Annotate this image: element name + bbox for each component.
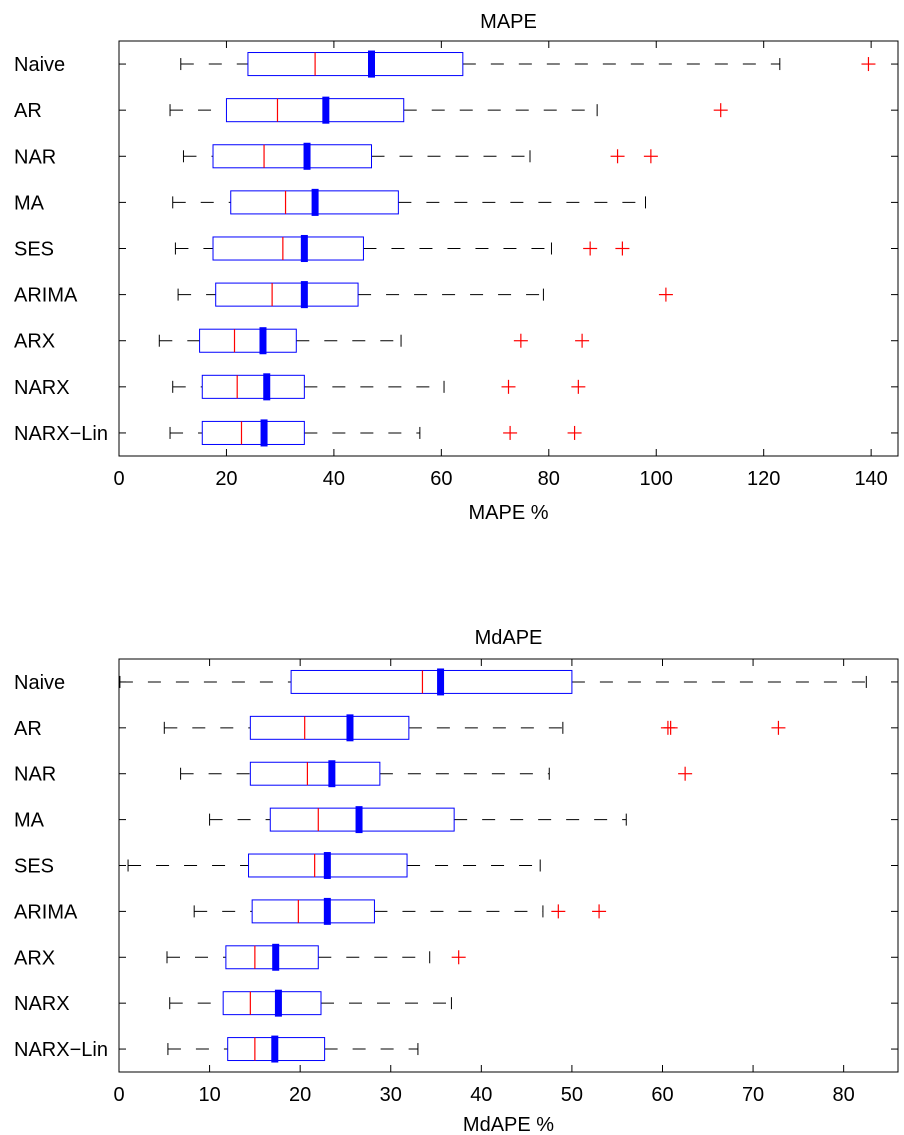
category-label: AR bbox=[14, 100, 42, 122]
outlier-marker bbox=[571, 379, 586, 394]
outlier-marker bbox=[583, 241, 598, 256]
outlier-marker bbox=[771, 720, 786, 735]
box-nar: NAR bbox=[14, 142, 898, 170]
x-tick-label: 80 bbox=[833, 1084, 855, 1106]
category-label: NAR bbox=[14, 146, 56, 168]
iqr-box bbox=[249, 761, 381, 786]
outlier-marker bbox=[567, 425, 582, 440]
iqr-box bbox=[222, 991, 322, 1016]
box-narx-lin: NARX−Lin bbox=[14, 419, 898, 447]
category-label: SES bbox=[14, 856, 54, 878]
chart-title: MAPE bbox=[480, 11, 537, 33]
iqr-box bbox=[215, 282, 359, 307]
box-arima: ARIMA bbox=[14, 897, 898, 925]
outlier-marker bbox=[658, 287, 673, 302]
x-tick-label: 40 bbox=[470, 1084, 492, 1106]
outlier-marker bbox=[663, 720, 678, 735]
box-nar: NAR bbox=[14, 760, 898, 788]
iqr-box bbox=[251, 899, 375, 924]
category-label: MA bbox=[14, 810, 45, 832]
mdape-boxplot-panel: MdAPE MdAPE % 0 10 20 30 40 50 60 70 80 Naive AR NAR M… bbox=[14, 627, 899, 1135]
box-ses: SES bbox=[14, 234, 898, 263]
x-tick-label: 0 bbox=[113, 468, 124, 490]
category-label: NARX bbox=[14, 993, 70, 1015]
outlier-marker bbox=[615, 241, 630, 256]
outlier-marker bbox=[643, 149, 658, 164]
category-label: ARX bbox=[14, 331, 55, 353]
x-tick-label: 50 bbox=[561, 1084, 583, 1106]
iqr-box bbox=[225, 98, 405, 123]
box-arx: ARX bbox=[14, 943, 898, 971]
iqr-box bbox=[290, 669, 573, 694]
box-naive: Naive bbox=[14, 50, 898, 78]
box-arima: ARIMA bbox=[14, 281, 898, 309]
category-label: AR bbox=[14, 718, 42, 740]
box-narx-lin: NARX−Lin bbox=[14, 1035, 898, 1063]
category-label: NAR bbox=[14, 764, 56, 786]
iqr-box bbox=[212, 144, 373, 169]
x-tick-label: 30 bbox=[380, 1084, 402, 1106]
category-label: ARIMA bbox=[14, 901, 78, 923]
outlier-marker bbox=[678, 766, 693, 781]
category-label: NARX−Lin bbox=[14, 1039, 108, 1061]
category-label: MA bbox=[14, 192, 45, 214]
outlier-marker bbox=[551, 904, 566, 919]
x-tick-label: 60 bbox=[430, 468, 452, 490]
x-axis-label: MAPE % bbox=[468, 502, 548, 524]
outlier-marker bbox=[513, 333, 528, 348]
iqr-box bbox=[212, 236, 364, 261]
category-label: Naive bbox=[14, 54, 65, 76]
category-label: NARX bbox=[14, 377, 70, 399]
box-ma: MA bbox=[14, 806, 898, 834]
x-axis-label: MdAPE % bbox=[463, 1114, 554, 1135]
box-ma: MA bbox=[14, 188, 898, 216]
outlier-marker bbox=[610, 149, 625, 164]
outlier-marker bbox=[592, 904, 607, 919]
iqr-box bbox=[225, 945, 319, 970]
box-narx: NARX bbox=[14, 373, 898, 401]
mape-boxplot-panel: MAPE MAPE % 0 20 40 60 80 100 120 140 Naive AR NAR MA… bbox=[14, 11, 899, 524]
outlier-marker bbox=[501, 379, 516, 394]
category-label: SES bbox=[14, 239, 54, 261]
outlier-marker bbox=[713, 103, 728, 118]
x-tick-label: 60 bbox=[651, 1084, 673, 1106]
category-label: Naive bbox=[14, 672, 65, 694]
iqr-box bbox=[201, 374, 305, 399]
iqr-box bbox=[247, 52, 464, 77]
x-tick-label: 140 bbox=[854, 468, 887, 490]
outlier-marker bbox=[503, 425, 518, 440]
x-tick-label: 120 bbox=[747, 468, 780, 490]
category-label: NARX−Lin bbox=[14, 423, 108, 445]
x-tick-label: 80 bbox=[538, 468, 560, 490]
x-tick-label: 70 bbox=[742, 1084, 764, 1106]
iqr-box bbox=[201, 420, 305, 445]
axes-frame bbox=[118, 658, 899, 1073]
box-ses: SES bbox=[14, 852, 898, 879]
x-tick-label: 20 bbox=[215, 468, 237, 490]
box-ar: AR bbox=[14, 714, 898, 742]
iqr-box bbox=[199, 328, 297, 353]
chart-title: MdAPE bbox=[475, 627, 543, 649]
x-tick-label: 0 bbox=[113, 1084, 124, 1106]
x-tick-label: 100 bbox=[640, 468, 673, 490]
box-ar: AR bbox=[14, 96, 898, 124]
outlier-marker bbox=[575, 333, 590, 348]
category-label: ARIMA bbox=[14, 285, 78, 307]
x-tick-label: 10 bbox=[198, 1084, 220, 1106]
x-tick-label: 40 bbox=[323, 468, 345, 490]
box-narx: NARX bbox=[14, 989, 898, 1017]
box-naive: Naive bbox=[14, 668, 898, 696]
outlier-marker bbox=[451, 950, 466, 965]
x-tick-label: 20 bbox=[289, 1084, 311, 1106]
outlier-marker bbox=[861, 57, 876, 72]
iqr-box bbox=[249, 715, 410, 740]
category-label: ARX bbox=[14, 947, 55, 969]
box-arx: ARX bbox=[14, 327, 898, 355]
